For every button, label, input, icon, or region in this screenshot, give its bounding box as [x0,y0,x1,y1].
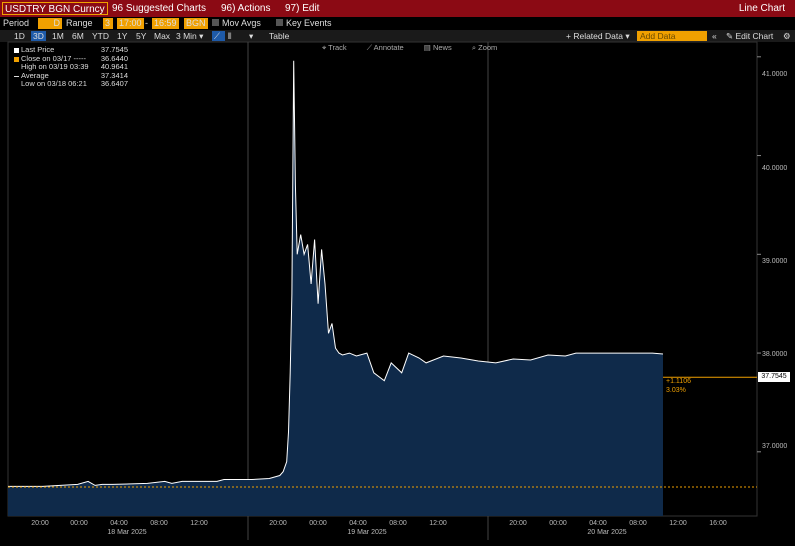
chart-type-title: Line Chart [738,3,785,14]
x-tick-label: 00:00 [549,520,567,527]
chart-legend: Last Price 37.7545 Close on 03/17 ----- 36… [14,45,128,89]
span-5y[interactable]: 5Y [136,31,147,41]
y-tick-label: 40.0000 [762,165,788,172]
range-start-input[interactable]: 17:00 [117,18,144,29]
x-day-label: 19 Mar 2025 [347,529,387,536]
x-tick-label: 12:00 [190,520,208,527]
actions-menu[interactable]: 96) Actions [221,3,271,14]
y-tick-label: 38.0000 [762,351,788,358]
line-chart-icon[interactable]: ⟋ [212,31,225,41]
edit-chart-button[interactable]: ✎ Edit Chart [726,31,774,41]
last-price-tag: 37.7545 [758,372,790,382]
price-line [8,60,664,487]
legend-last-price: Last Price 37.7545 [14,45,128,55]
range-label: Range [66,18,93,28]
suggested-charts-button[interactable]: 96 Suggested Charts [112,3,206,14]
x-tick-label: 00:00 [309,520,327,527]
ticker-field[interactable]: USDTRY BGN Curncy [2,2,108,15]
more-icon[interactable]: ▾ [249,31,254,41]
range-controls: Period D Range 3 17:00 - 16:59 BGN Mov A… [0,17,795,30]
x-tick-label: 00:00 [70,520,88,527]
table-button[interactable]: Table [269,31,290,41]
span-ytd[interactable]: YTD [92,31,109,41]
interval-select[interactable]: 3 Min ▾ [176,31,204,41]
chart-tools: ⌖ Track ⟋ Annotate ▤ News ⌕ Zoom [322,43,515,53]
span-3d[interactable]: 3D [31,31,46,41]
span-6m[interactable]: 6M [72,31,84,41]
news-tool[interactable]: ▤ News [423,43,452,52]
span-1y[interactable]: 1Y [117,31,128,41]
period-select[interactable]: D [38,18,62,29]
range-marker[interactable]: 3 [103,18,113,29]
mov-avgs-toggle[interactable]: Mov Avgs [212,18,261,29]
settings-icon[interactable]: ⚙ [783,31,791,41]
x-tick-label: 12:00 [669,520,687,527]
y-tick-label: 41.0000 [762,71,788,78]
related-data-menu[interactable]: + Related Data ▾ [566,31,630,41]
change-percent: 3.03% [666,387,686,394]
track-tool[interactable]: ⌖ Track [322,43,347,52]
x-tick-label: 08:00 [629,520,647,527]
collapse-icon[interactable]: « [712,31,717,41]
span-max[interactable]: Max [154,31,171,41]
span-1d[interactable]: 1D [14,31,25,41]
annotate-tool[interactable]: ⟋ Annotate [366,43,404,52]
legend-high: High on 03/19 03:39 40.9641 [21,62,128,71]
source-field[interactable]: BGN [184,18,208,29]
x-tick-label: 12:00 [429,520,447,527]
x-tick-label: 04:00 [349,520,367,527]
x-day-label: 20 Mar 2025 [587,529,627,536]
edit-menu[interactable]: 97) Edit [285,3,320,14]
legend-average: Average 37.3414 [14,71,128,81]
legend-close: Close on 03/17 ----- 36.6440 [14,54,128,64]
y-tick-label: 39.0000 [762,258,788,265]
period-label: Period [3,18,30,28]
change-value: +1.1106 [666,378,691,385]
x-tick-label: 04:00 [589,520,607,527]
legend-low: Low on 03/18 06:21 36.6407 [21,79,128,88]
x-tick-label: 20:00 [269,520,287,527]
x-tick-label: 08:00 [389,520,407,527]
top-toolbar: USDTRY BGN Curncy 96 Suggested Charts 96… [0,0,795,17]
x-tick-label: 16:00 [709,520,727,527]
range-end-input[interactable]: 16:59 [152,18,179,29]
x-tick-label: 20:00 [509,520,527,527]
price-area [8,60,663,517]
zoom-tool[interactable]: ⌕ Zoom [471,43,498,52]
x-tick-label: 04:00 [110,520,128,527]
bar-chart-icon[interactable]: ⫴ [228,31,232,41]
y-tick-label: 37.0000 [762,443,788,450]
x-tick-label: 08:00 [150,520,168,527]
add-data-input[interactable]: Add Data [637,31,707,41]
x-tick-label: 20:00 [31,520,49,527]
span-1m[interactable]: 1M [52,31,64,41]
x-day-label: 18 Mar 2025 [107,529,147,536]
key-events-toggle[interactable]: Key Events [276,18,332,29]
time-span-bar: 1D 3D 1M 6M YTD 1Y 5Y Max 3 Min ▾ ⟋ ⫴ ▾ … [0,30,795,42]
